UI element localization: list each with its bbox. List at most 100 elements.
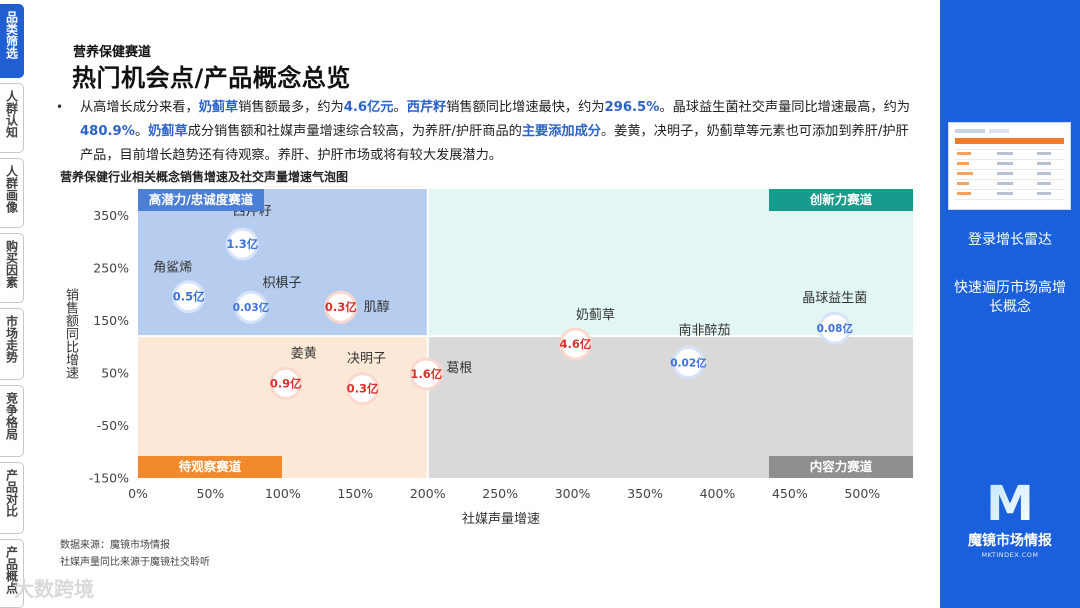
bubble-sales-label: 4.6亿	[560, 337, 592, 351]
quadrant-label-content: 内容力赛道	[769, 456, 913, 478]
watermark: 大数跨境	[14, 577, 94, 601]
summary-text: 。姜黄，决明子，奶蓟草等元素也可添加到养肝/护肝产品，目前增长趋势还有待观察。养…	[80, 124, 909, 163]
y-tick-label: -150%	[89, 471, 129, 486]
bubble-sales-label: 0.02亿	[670, 356, 707, 369]
summary-text: 销售额同比增速最快，约为	[446, 100, 605, 115]
summary-text: 成分销售额和社媒声量增速综合较高，为养肝/护肝商品的	[187, 124, 522, 139]
nav-tab-audience-cognition[interactable]: 人群认知	[0, 83, 24, 153]
bubble	[172, 280, 206, 314]
x-axis-title: 社媒声量增速	[462, 512, 541, 527]
chart-title: 营养保健行业相关概念销售增速及社交声量增速气泡图	[60, 170, 349, 184]
bubble-sales-label: 0.9亿	[270, 376, 302, 390]
y-tick-label: 350%	[93, 208, 129, 223]
quadrant-innovation	[427, 189, 913, 337]
nav-tab-audience-profile[interactable]: 人群画像	[0, 158, 24, 228]
login-growth-radar-link[interactable]: 登录增长雷达	[968, 232, 1052, 248]
summary-highlight: 4.6亿元	[343, 100, 394, 115]
social-source-note: 社媒声量同比来源于魔镜社交聆听	[60, 557, 210, 568]
brand-name: 魔镜市场情报	[968, 533, 1052, 549]
x-tick-label: 0%	[128, 486, 148, 501]
data-source-note: 数据来源：魔镜市场情报	[60, 540, 170, 551]
summary-text: 从高增长成分来看，	[80, 100, 199, 115]
summary-highlight: 奶蓟草	[148, 124, 188, 139]
x-tick-label: 150%	[337, 486, 373, 501]
page-title: 热门机会点/产品概念总览	[72, 64, 351, 92]
bubble-sales-label: 0.08亿	[817, 322, 854, 335]
bubble	[234, 290, 268, 324]
x-tick-label: 200%	[410, 486, 446, 501]
bubble-name-label: 角鲨烯	[153, 261, 192, 276]
bubble-sales-label: 0.03亿	[233, 301, 270, 314]
quadrant-label-to-observe: 待观察赛道	[138, 456, 282, 478]
bubble-sales-label: 1.3亿	[226, 237, 258, 251]
bubble-name-label: 枳椇子	[262, 275, 301, 291]
summary-text: 销售额最多，约为	[238, 100, 344, 115]
nav-tab-label: 市场走势	[4, 315, 19, 363]
bullet-marker: •	[56, 100, 64, 114]
x-tick-label: 450%	[772, 486, 808, 501]
y-tick-label: 250%	[93, 260, 129, 275]
bubble	[409, 357, 443, 391]
bubble-name-label: 葛根	[446, 361, 472, 376]
summary-highlight: 480.9%	[80, 124, 135, 139]
bubble-name-label: 南非醉茄	[678, 322, 730, 338]
x-tick-label: 50%	[197, 486, 225, 501]
x-tick-label: 400%	[700, 486, 736, 501]
growth-concepts-link[interactable]: 快速遍历市场高增长概念	[954, 280, 1066, 315]
table-preview-icon	[955, 129, 1064, 200]
summary-text: 。	[134, 124, 149, 139]
summary-paragraph: 从高增长成分来看，奶蓟草销售额最多，约为4.6亿元。西芹籽销售额同比增速最快，约…	[80, 96, 918, 168]
bubble	[324, 290, 358, 324]
y-tick-label: -50%	[97, 418, 129, 433]
nav-tab-label: 人群认知	[4, 90, 19, 138]
bubble	[818, 311, 852, 345]
nav-tab-product-concept[interactable]: 产品概点	[0, 539, 24, 608]
x-tick-label: 250%	[482, 486, 518, 501]
nav-tab-label: 人群画像	[4, 165, 19, 213]
right-promo-panel: 登录增长雷达 快速遍历市场高增长概念 M 魔镜市场情报 MKTINDEX.COM	[940, 0, 1080, 608]
x-tick-label: 300%	[555, 486, 591, 501]
summary-highlight: 主要添加成分	[521, 124, 601, 139]
summary-text: 。	[393, 100, 407, 115]
bubble-sales-label: 0.5亿	[173, 290, 205, 304]
nav-tab-label: 竞争格局	[4, 392, 19, 440]
bubble	[225, 227, 259, 261]
bubble-name-label: 奶蓟草	[576, 308, 615, 323]
y-tick-label: 50%	[101, 365, 129, 380]
nav-tab-category-filter[interactable]: 品类筛选	[0, 4, 24, 78]
mktindex-logo-icon: M	[986, 478, 1034, 526]
y-axis-title: 销售额同比增速	[63, 288, 78, 379]
quadrant-to-observe	[138, 336, 428, 478]
nav-tab-competition[interactable]: 竞争格局	[0, 385, 24, 457]
bubble	[671, 345, 705, 379]
summary-highlight: 西芹籽	[406, 100, 447, 115]
y-tick-label: 150%	[93, 313, 129, 328]
summary-highlight: 296.5%	[604, 100, 660, 115]
quadrant-label-innovation: 创新力赛道	[769, 189, 913, 211]
nav-tab-market-trend[interactable]: 市场走势	[0, 308, 24, 380]
nav-tab-label: 品类筛选	[4, 11, 19, 59]
x-tick-label: 350%	[627, 486, 663, 501]
summary-highlight: 奶蓟草	[198, 100, 239, 115]
bubble-sales-label: 1.6亿	[410, 367, 442, 381]
bubble-name-label: 肌醇	[364, 299, 390, 315]
nav-tab-label: 购买因素	[4, 240, 19, 288]
left-navigation: 品类筛选 人群认知 人群画像 购买因素 市场走势 竞争格局 产品对比 产品概点	[0, 0, 27, 608]
nav-tab-purchase-factors[interactable]: 购买因素	[0, 233, 24, 303]
nav-tab-label: 产品概点	[4, 546, 19, 594]
quadrant-label-high-potential: 高潜力/忠诚度赛道	[138, 189, 264, 211]
bubble	[269, 366, 303, 400]
x-tick-label: 100%	[265, 486, 301, 501]
section-eyebrow: 营养保健赛道	[73, 45, 152, 60]
bubble-name-label: 晶球益生菌	[802, 291, 867, 306]
logo-letter: M	[986, 478, 1034, 526]
growth-radar-thumbnail[interactable]	[948, 122, 1071, 210]
nav-tab-product-compare[interactable]: 产品对比	[0, 462, 24, 534]
x-tick-label: 500%	[844, 486, 880, 501]
summary-text: 。晶球益生菌社交声量同比增速最高，约为	[659, 100, 910, 115]
bubble-name-label: 姜黄	[291, 346, 317, 361]
bubble	[558, 327, 592, 361]
bubble	[346, 372, 380, 406]
brand-url: MKTINDEX.COM	[981, 551, 1039, 559]
quadrant-content	[427, 336, 913, 478]
